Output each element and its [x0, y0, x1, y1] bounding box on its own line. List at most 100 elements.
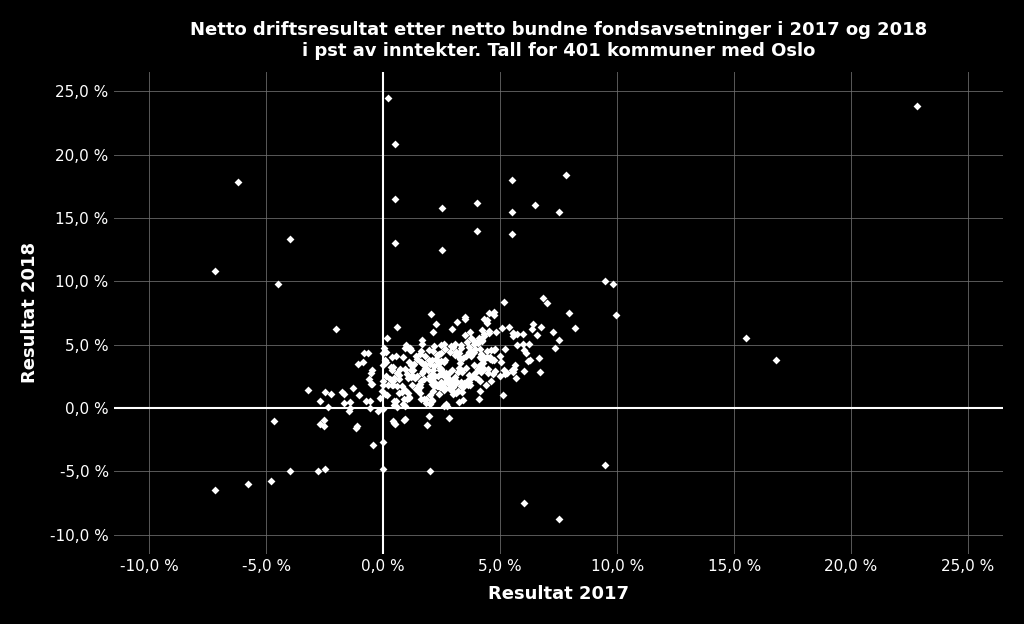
Point — [383, 365, 399, 375]
Point — [463, 350, 479, 360]
Point — [400, 392, 417, 402]
Point — [504, 175, 520, 185]
Point — [535, 293, 551, 303]
Point — [461, 347, 477, 357]
Point — [566, 323, 583, 333]
Point — [384, 352, 400, 362]
Point — [425, 361, 441, 371]
Point — [497, 365, 513, 375]
Point — [504, 207, 520, 217]
Point — [396, 415, 413, 425]
Point — [413, 357, 429, 367]
Point — [467, 373, 483, 383]
Point — [426, 381, 442, 391]
Point — [452, 354, 468, 364]
Point — [375, 464, 391, 474]
Point — [521, 355, 538, 365]
Point — [430, 381, 446, 391]
Point — [470, 338, 486, 348]
Point — [362, 379, 379, 389]
Point — [391, 364, 408, 374]
Point — [434, 382, 451, 392]
Point — [425, 327, 441, 337]
Point — [377, 389, 393, 399]
Point — [378, 357, 394, 367]
Point — [486, 344, 503, 354]
Title: Netto driftsresultat etter netto bundne fondsavsetninger i 2017 og 2018
i pst av: Netto driftsresultat etter netto bundne … — [190, 21, 928, 60]
Point — [470, 374, 486, 384]
Point — [479, 364, 496, 374]
Point — [506, 364, 522, 374]
Point — [415, 358, 431, 368]
Point — [472, 376, 488, 386]
Point — [478, 314, 495, 324]
Point — [475, 351, 492, 361]
Point — [436, 371, 453, 381]
Point — [516, 366, 532, 376]
Point — [465, 339, 481, 349]
Point — [478, 346, 495, 356]
Point — [430, 359, 446, 369]
Point — [524, 319, 541, 329]
Point — [336, 389, 352, 399]
Point — [432, 348, 449, 358]
Point — [361, 404, 378, 414]
Point — [467, 344, 483, 354]
Point — [356, 348, 373, 358]
Point — [397, 340, 414, 350]
Point — [449, 378, 465, 388]
Point — [387, 140, 403, 150]
X-axis label: Resultat 2017: Resultat 2017 — [488, 585, 629, 603]
Point — [441, 347, 458, 357]
Point — [551, 207, 567, 217]
Point — [378, 371, 394, 381]
Point — [438, 368, 455, 378]
Point — [426, 341, 442, 351]
Point — [423, 369, 439, 379]
Point — [515, 329, 531, 339]
Point — [416, 374, 432, 384]
Point — [426, 378, 442, 388]
Point — [429, 381, 445, 391]
Point — [472, 344, 488, 354]
Point — [413, 382, 429, 392]
Point — [365, 440, 381, 450]
Point — [411, 380, 427, 390]
Point — [383, 362, 399, 372]
Point — [389, 381, 406, 391]
Point — [269, 279, 286, 289]
Point — [380, 92, 396, 102]
Point — [450, 368, 466, 378]
Point — [394, 399, 411, 409]
Point — [504, 230, 520, 240]
Point — [413, 394, 429, 404]
Point — [431, 389, 447, 399]
Point — [908, 102, 925, 112]
Point — [414, 335, 430, 345]
Point — [436, 344, 453, 354]
Point — [469, 198, 485, 208]
Point — [473, 336, 489, 346]
Point — [407, 372, 423, 382]
Point — [429, 371, 445, 381]
Point — [451, 352, 467, 362]
Point — [451, 348, 467, 358]
Point — [404, 371, 421, 381]
Point — [409, 354, 425, 364]
Point — [433, 379, 450, 389]
Point — [348, 422, 365, 432]
Point — [519, 356, 536, 366]
Point — [458, 351, 474, 361]
Point — [561, 308, 578, 318]
Point — [451, 363, 467, 373]
Point — [435, 381, 452, 391]
Point — [532, 322, 549, 332]
Point — [265, 416, 282, 426]
Point — [319, 402, 336, 412]
Point — [457, 329, 473, 339]
Point — [428, 354, 444, 364]
Point — [426, 378, 442, 388]
Point — [453, 365, 469, 375]
Point — [464, 335, 480, 345]
Point — [417, 351, 433, 361]
